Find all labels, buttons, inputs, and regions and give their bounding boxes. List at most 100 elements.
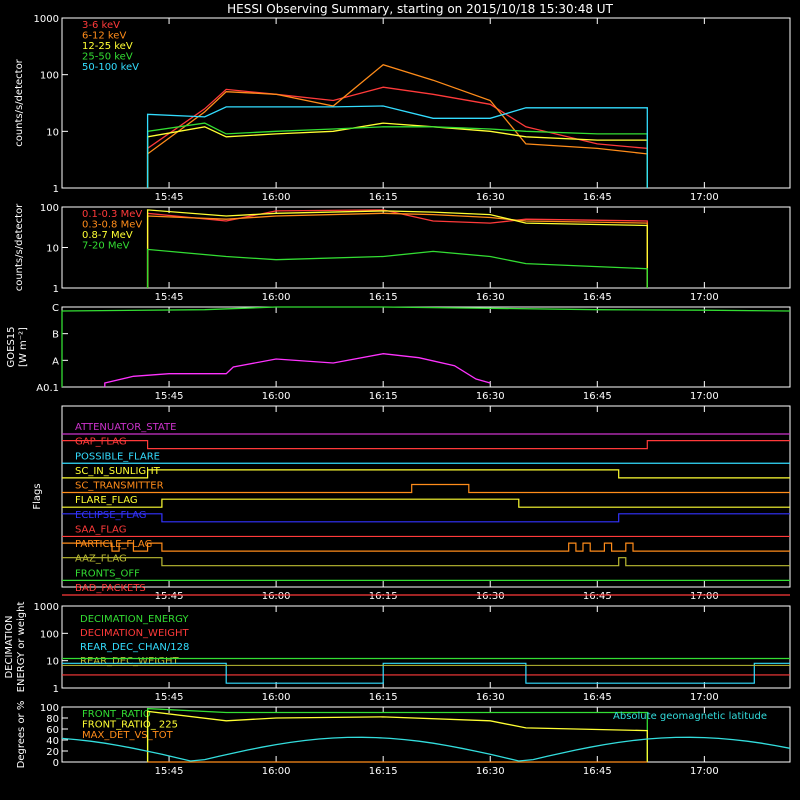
ratios-xtick-label: 15:45 <box>155 766 184 777</box>
goes-xtick-label: 16:00 <box>262 391 291 402</box>
mev-legend-2: 0.8-7 MeV <box>82 230 133 241</box>
flag-label-eclipse-flag: ECLIPSE_FLAG <box>75 510 146 521</box>
ratios-legend-2: MAX_DET_VS_TOT <box>82 730 174 741</box>
ratios-ytick-label: 20 <box>46 747 59 758</box>
decimation-ytick-label: 1000 <box>34 602 59 613</box>
lightcurves-legend-1: 6-12 keV <box>82 31 126 42</box>
goes-ytick-label: A <box>52 356 59 367</box>
lightcurves-ytick-label: 100 <box>40 71 59 82</box>
ratios-legend-1: FRONT_RATIO_ 225 <box>82 720 178 731</box>
lightcurves-legend-0: 3-6 keV <box>82 20 120 31</box>
mev-series-1 <box>146 212 648 288</box>
decimation-ytick-label: 100 <box>40 629 59 640</box>
goes-ylabel2: [W m⁻²] <box>18 327 29 367</box>
mev-legend-0: 0.1-0.3 MeV <box>82 209 142 220</box>
flags-xtick-label: 16:00 <box>262 591 291 602</box>
flag-line-particle-flag <box>62 542 790 552</box>
ratios-series-1 <box>146 710 648 762</box>
lightcurves-xtick-label: 16:00 <box>262 192 291 203</box>
decimation-frame <box>61 605 791 689</box>
flag-label-possible-flare: POSSIBLE_FLARE <box>75 451 160 462</box>
ratios-xtick-label: 16:15 <box>369 766 398 777</box>
flag-line-sc-transmitter <box>62 483 790 494</box>
mev-xtick-label: 17:00 <box>690 292 719 303</box>
flags-xtick-label: 16:30 <box>476 591 505 602</box>
ratios-ytick-label: 0 <box>53 758 59 769</box>
lightcurves-ylabel: counts/s/detector <box>14 58 25 146</box>
decimation-xtick-label: 16:30 <box>476 692 505 703</box>
decimation-xtick-label: 17:00 <box>690 692 719 703</box>
goes-ytick-label: A0.1 <box>36 383 59 394</box>
mev-legend-1: 0.3-0.8 MeV <box>82 220 142 231</box>
mev-xtick-label: 15:45 <box>155 292 184 303</box>
ratios-xtick-label: 16:45 <box>583 766 612 777</box>
flag-label-sc-in-sunlight: SC_IN_SUNLIGHT <box>75 466 161 477</box>
flags-xtick-label: 15:45 <box>155 591 184 602</box>
decimation-ytick-label: 10 <box>46 657 59 668</box>
decimation-xtick-label: 16:45 <box>583 692 612 703</box>
decimation-xtick-label: 16:15 <box>369 692 398 703</box>
lightcurves-legend-3: 25-50 keV <box>82 52 133 63</box>
ratios-legend-0: FRONT_RATIO <box>82 709 151 720</box>
decimation-legend-2: REAR_DEC_CHAN/128 <box>80 642 189 653</box>
goes-ylabel: GOES15 <box>6 326 17 367</box>
goes-ytick-label: B <box>52 330 59 341</box>
mev-ytick-label: 10 <box>46 244 59 255</box>
lightcurves-ytick-label: 1000 <box>34 14 59 25</box>
decimation-legend-0: DECIMATION_ENERGY <box>80 614 189 625</box>
flag-label-gap-flag: GAP_FLAG <box>75 437 127 448</box>
lightcurves-legend-4: 50-100 keV <box>82 62 139 73</box>
lightcurves-series-4 <box>146 105 648 188</box>
lightcurves-series-3 <box>146 122 648 188</box>
ratios-series-0 <box>146 707 648 762</box>
lightcurves-xtick-label: 16:15 <box>369 192 398 203</box>
flags-frame <box>61 405 791 588</box>
mev-xtick-label: 16:00 <box>262 292 291 303</box>
lightcurves-series-2 <box>146 122 648 188</box>
flag-label-fronts-off: FRONTS_OFF <box>75 568 140 579</box>
goes-xtick-label: 16:15 <box>369 391 398 402</box>
lightcurves-xtick-label: 15:45 <box>155 192 184 203</box>
ratios-ytick-label: 40 <box>46 736 59 747</box>
mev-ytick-label: 1 <box>53 284 59 295</box>
decimation-ylabel: DECIMATION <box>4 615 15 678</box>
decimation-ylabel2: ENERGY or weight <box>16 602 27 693</box>
flags-xtick-label: 16:45 <box>583 591 612 602</box>
rear-dec-chan-line <box>62 662 790 684</box>
mev-series-2 <box>146 209 648 288</box>
flag-label-aaz-flag: AAZ_FLAG <box>75 554 127 565</box>
flag-label-sc-transmitter: SC_TRANSMITTER <box>75 481 164 492</box>
ratios-xtick-label: 16:30 <box>476 766 505 777</box>
flag-line-flare-flag <box>62 498 790 508</box>
geomag-latitude-label: Absolute geomagnetic latitude <box>613 711 767 722</box>
goes-xtick-label: 17:00 <box>690 391 719 402</box>
flag-line-sc-in-sunlight <box>62 469 790 479</box>
flags-xtick-label: 16:15 <box>369 591 398 602</box>
mev-xtick-label: 16:45 <box>583 292 612 303</box>
goes-xtick-label: 15:45 <box>155 391 184 402</box>
ratios-ytick-label: 100 <box>40 703 59 714</box>
ratios-ytick-label: 80 <box>46 714 59 725</box>
lightcurves-ytick-label: 1 <box>53 184 59 195</box>
flag-label-saa-flag: SAA_FLAG <box>75 524 126 535</box>
decimation-legend-3: REAR_DEC_WEIGHT <box>80 656 179 667</box>
lightcurves-ytick-label: 10 <box>46 127 59 138</box>
flags-xtick-label: 17:00 <box>690 591 719 602</box>
goes-series-1 <box>104 353 491 387</box>
mev-ytick-label: 100 <box>40 203 59 214</box>
mev-ylabel: counts/s/detector <box>14 203 25 291</box>
flag-line-gap-flag <box>62 440 790 450</box>
mev-xtick-label: 16:30 <box>476 292 505 303</box>
lightcurves-series-0 <box>146 86 648 188</box>
decimation-xtick-label: 16:00 <box>262 692 291 703</box>
mev-series-3 <box>146 248 648 288</box>
goes-xtick-label: 16:45 <box>583 391 612 402</box>
goes-series-0 <box>61 306 791 387</box>
geomag-latitude-curve <box>61 736 791 762</box>
ratios-xtick-label: 16:00 <box>262 766 291 777</box>
flag-label-particle-flag: PARTICLE_FLAG <box>75 539 152 550</box>
flag-label-flare-flag: FLARE_FLAG <box>75 495 138 506</box>
goes-ytick-label: C <box>52 303 59 314</box>
flag-line-eclipse-flag <box>62 513 790 523</box>
